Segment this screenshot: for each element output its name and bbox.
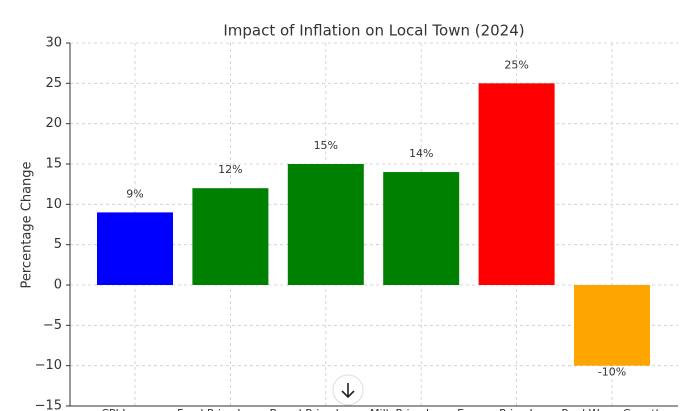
y-tick-label: 25	[45, 76, 62, 91]
y-axis-label: Percentage Change	[20, 161, 35, 288]
value-label: 25%	[504, 58, 528, 71]
bar	[97, 212, 173, 285]
bar	[383, 172, 460, 285]
bar	[287, 164, 364, 285]
x-tick-label: Bread Price Increase	[269, 407, 382, 411]
plot-area: −15 −10 −5 0 5 10 15 20 25 30 9% CPI Increase 12% Foo…	[35, 36, 678, 411]
value-label: -10%	[598, 366, 626, 379]
x-tick-label: Food Price Increase	[177, 407, 284, 411]
chart-title: Impact of Inflation on Local Town (2024)	[223, 22, 524, 40]
scroll-down-button[interactable]	[332, 374, 364, 406]
y-tick-label: −10	[35, 358, 62, 373]
arrow-icon[interactable]	[341, 383, 355, 399]
y-tick-label: 30	[45, 36, 62, 51]
value-label: 15%	[314, 139, 338, 152]
value-label: 12%	[218, 163, 242, 176]
y-tick-label: 20	[45, 116, 62, 131]
x-tick-label: Milk Price Increase	[370, 407, 473, 411]
value-label: 9%	[126, 187, 143, 200]
x-tick-label: Energy Price Increase	[457, 407, 576, 411]
y-tick-label: −5	[43, 318, 62, 333]
bar	[478, 83, 555, 285]
y-tick-label: 5	[54, 237, 62, 252]
x-tick-label: Real Wage Growth	[561, 407, 662, 411]
bar	[574, 285, 650, 366]
bar	[192, 188, 269, 285]
value-label: 14%	[409, 147, 433, 160]
y-tick-label: 0	[54, 278, 62, 293]
y-tick-label: 10	[45, 197, 62, 212]
x-tick-label: CPI Increase	[101, 407, 169, 411]
y-tick-label: −15	[35, 399, 62, 411]
y-tick-label: 15	[45, 157, 62, 172]
